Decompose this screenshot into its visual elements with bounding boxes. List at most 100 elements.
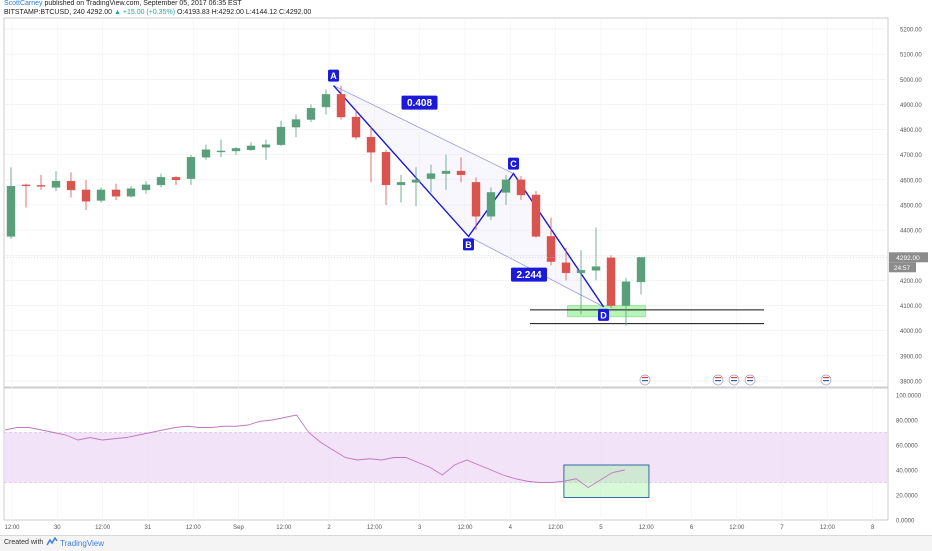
candle-body xyxy=(111,189,121,197)
footer-bar: Created with TradingView xyxy=(0,535,932,551)
event-flag-stripe xyxy=(731,380,737,382)
pattern-fill-abc xyxy=(333,85,514,237)
candle-body xyxy=(591,266,601,271)
price-axis-tick: 4800.00 xyxy=(900,128,922,134)
countdown-tag xyxy=(889,262,916,273)
candle-body xyxy=(246,145,256,150)
candle-body xyxy=(276,126,286,145)
candle-body xyxy=(366,136,376,153)
price-axis-tick: 4600.00 xyxy=(900,178,922,184)
countdown-label: 24:57 xyxy=(894,265,911,272)
time-axis-tick: 6 xyxy=(690,525,694,531)
candle-body xyxy=(486,192,496,217)
price-axis-tick: 4900.00 xyxy=(900,103,922,109)
candle-body xyxy=(471,182,481,217)
ohlc-values: O:4193.83 H:4292.00 L:4144.12 C:4292.00 xyxy=(176,8,312,16)
time-axis-tick: 12:00 xyxy=(729,525,745,531)
rsi-axis-tick: 40.0000 xyxy=(896,469,918,475)
candle-body xyxy=(636,257,646,283)
time-axis-tick: 12:00 xyxy=(186,525,202,531)
ratio-ac-label-bg xyxy=(401,95,438,110)
candle-body xyxy=(396,182,406,186)
pattern-point-marker xyxy=(328,69,339,82)
rsi-line xyxy=(4,414,625,489)
candle-body xyxy=(411,179,421,183)
candle-body xyxy=(426,173,436,179)
candle-body xyxy=(66,180,76,191)
time-axis-tick: 7 xyxy=(780,525,784,531)
candle-body xyxy=(381,152,391,186)
price-axis-tick: 4000.00 xyxy=(900,329,922,335)
ratio-bd-label-bg xyxy=(511,267,547,282)
pattern-point-marker xyxy=(508,157,519,170)
rsi-axis-tick: 100.0000 xyxy=(896,394,922,400)
time-axis-tick: Sep xyxy=(233,525,244,531)
candle-body xyxy=(96,189,106,201)
ratio-ac-label: 0.408 xyxy=(407,98,432,109)
candle-body xyxy=(606,257,616,306)
pattern-fill-bcd xyxy=(468,173,604,307)
candle-body xyxy=(456,170,466,176)
candle-body xyxy=(501,179,511,193)
candle-body xyxy=(186,157,196,179)
created-with-label: Created with xyxy=(4,539,44,546)
time-axis-tick: 12:00 xyxy=(548,525,564,531)
pattern-point-label: B xyxy=(465,240,472,250)
symbol-label: BITSTAMP:BTCUSD, 240 xyxy=(4,8,85,16)
time-axis-tick: 12:00 xyxy=(95,525,111,531)
pattern-point-label: A xyxy=(330,71,337,81)
event-flag-stripe xyxy=(747,380,753,382)
candle-body xyxy=(576,270,586,274)
price-axis-tick: 4100.00 xyxy=(900,304,922,310)
author-link[interactable]: ScottCarney xyxy=(4,0,43,7)
candle-body xyxy=(351,116,361,138)
candle-body xyxy=(231,148,241,152)
candle-body xyxy=(201,149,211,158)
ratio-bd-label: 2.244 xyxy=(516,270,541,281)
price-axis-tick: 5000.00 xyxy=(900,78,922,84)
price-axis-tick: 3800.00 xyxy=(900,379,922,385)
price-axis-tick: 4700.00 xyxy=(900,153,922,159)
rsi-axis-tick: 20.0000 xyxy=(896,494,918,500)
chart-canvas[interactable]: 5200.00 5100.00 5000.00 4900.00 4800.00 4700.… xyxy=(0,0,932,535)
event-flag-stripe xyxy=(642,380,648,382)
candle-body xyxy=(216,150,226,153)
time-axis-tick: 12:00 xyxy=(276,525,292,531)
pattern-ac-line xyxy=(333,85,514,174)
candle-body xyxy=(141,184,151,191)
event-flag-stripe xyxy=(747,377,753,379)
candle-body xyxy=(561,262,571,274)
candle-body xyxy=(156,177,166,186)
time-axis-tick: 2 xyxy=(327,525,331,531)
event-flag-stripe xyxy=(823,380,829,382)
pattern-point-label: D xyxy=(600,310,607,320)
candle-body xyxy=(261,144,271,148)
rsi-axis-tick: 60.0000 xyxy=(896,444,918,450)
rsi-axis-tick: 0.0000 xyxy=(896,519,915,525)
price-change: ▲ +15.00 (+0.35%) xyxy=(114,8,176,16)
pattern-point-marker xyxy=(598,308,609,321)
time-axis-tick: 12:00 xyxy=(4,525,20,531)
candle-body xyxy=(306,108,316,120)
candle-body xyxy=(291,119,301,128)
tradingview-logo-icon[interactable] xyxy=(46,537,58,547)
candle-body xyxy=(516,179,526,196)
tradingview-brand[interactable]: TradingView xyxy=(60,539,105,548)
pattern-point-label: C xyxy=(510,159,517,169)
rsi-band xyxy=(4,432,888,483)
last-price-tag xyxy=(889,252,928,263)
last-price-label: 4292.00 xyxy=(896,255,920,262)
event-flag-stripe xyxy=(642,377,648,379)
time-axis-tick: 4 xyxy=(509,525,513,531)
event-flag-stripe xyxy=(823,377,829,379)
candle-body xyxy=(621,281,631,306)
candle-body xyxy=(441,170,451,174)
candle-body xyxy=(51,180,61,188)
time-axis-tick: 31 xyxy=(145,525,152,531)
time-axis-tick: 12:00 xyxy=(639,525,655,531)
time-axis-tick: 5 xyxy=(599,525,603,531)
candle-body xyxy=(126,188,136,197)
candle-body xyxy=(21,184,31,187)
pattern-point-marker xyxy=(463,238,474,251)
price-axis-tick: 5200.00 xyxy=(900,28,922,34)
